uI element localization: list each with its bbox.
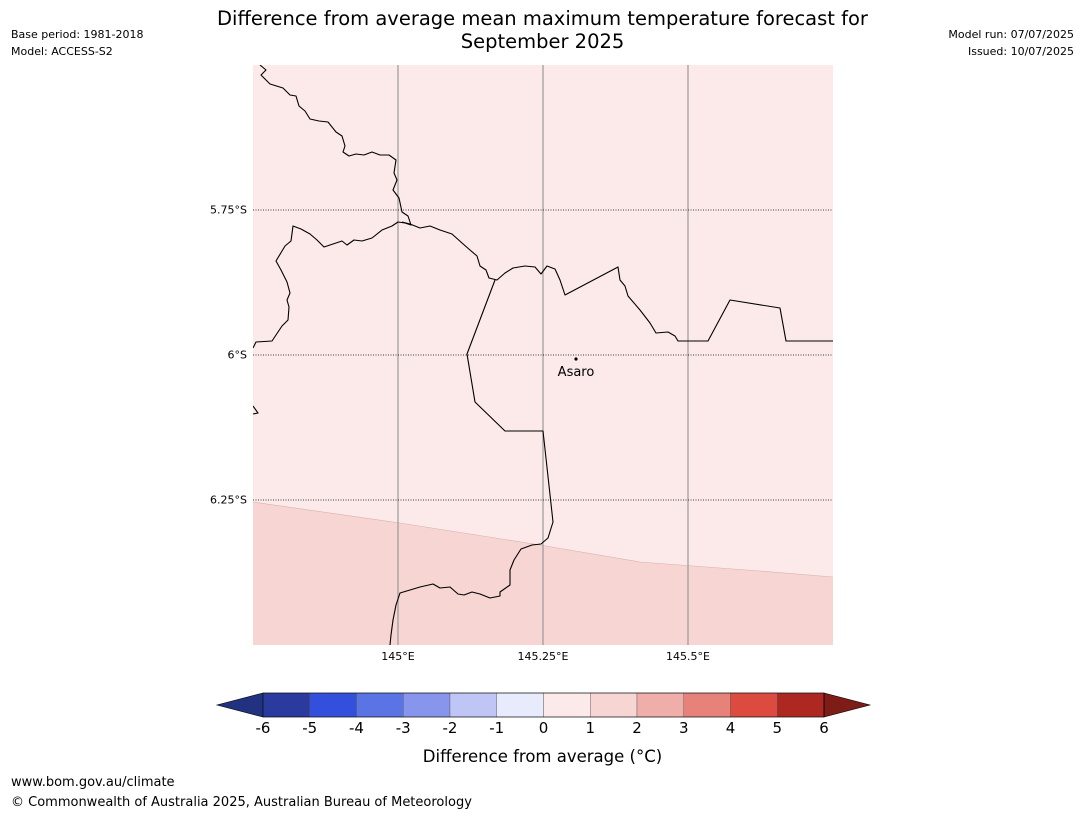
- footer-copyright: © Commonwealth of Australia 2025, Austra…: [11, 795, 472, 810]
- colorbar-tick-label: -5: [302, 719, 318, 737]
- border-edge-west: [253, 405, 259, 415]
- colorbar-segment: [730, 692, 778, 718]
- lon-label-145-5e: 145.5°E: [666, 650, 710, 663]
- colorbar-segment: [543, 692, 591, 718]
- contour-line: [253, 501, 833, 578]
- colorbar-segment: [777, 692, 825, 718]
- city-label-asaro: Asaro: [557, 365, 595, 380]
- province-borders: [253, 65, 833, 645]
- chart-title-line-1: Difference from average mean maximum tem…: [217, 7, 868, 30]
- colorbar-segment: [356, 692, 404, 718]
- border-ridge: [401, 221, 833, 342]
- colorbar-tick-label: 4: [725, 719, 736, 737]
- meta-right: Model run: 07/07/2025 Issued: 10/07/2025: [948, 26, 1074, 60]
- base-period-text: Base period: 1981-2018: [11, 28, 144, 41]
- colorbar-segment: [683, 692, 731, 718]
- meta-left: Base period: 1981-2018 Model: ACCESS-S2: [11, 26, 143, 60]
- colorbar-segment: [449, 692, 497, 718]
- colorbar-tick-label: 3: [678, 719, 689, 737]
- city-marker-asaro: [574, 357, 578, 361]
- colorbar-segment: [590, 692, 638, 718]
- colorbar-segment: [496, 692, 544, 718]
- lat-label-5-75s: 5.75°S: [210, 203, 247, 217]
- colorbar-segment: [403, 692, 451, 718]
- colorbar-tick-label: -4: [349, 719, 364, 737]
- colorbar-tick-label: 2: [632, 719, 642, 737]
- colorbar-extend-low: [215, 692, 264, 718]
- colorbar-tick-label: 0: [538, 719, 549, 737]
- colorbar-tick-label: 6: [819, 719, 829, 737]
- lon-label-145e: 145°E: [381, 650, 415, 663]
- lon-label-145-25e: 145.25°E: [517, 650, 569, 663]
- colorbar-tick-label: -6: [255, 719, 271, 737]
- colorbar-tick-label: 1: [585, 719, 596, 737]
- colorbar-label: Difference from average (°C): [422, 747, 663, 766]
- lat-label-6s: 6°S: [227, 348, 247, 362]
- colorbar-segment: [309, 692, 357, 718]
- lat-label-6-25s: 6.25°S: [210, 493, 247, 507]
- colorbar-segment: [636, 692, 684, 718]
- colorbar-tick-label: 5: [772, 719, 783, 737]
- colorbar-segment: [262, 692, 310, 718]
- colorbar-tick-label: -2: [442, 719, 458, 737]
- border-central: [389, 279, 554, 645]
- issued-text: Issued: 10/07/2025: [967, 45, 1074, 58]
- footer-url: www.bom.gov.au/climate: [11, 775, 175, 790]
- colorbar-tick-label: -3: [395, 719, 411, 737]
- colorbar-tick-label: -1: [489, 719, 505, 737]
- chart-title: Difference from average mean maximum tem…: [0, 7, 1085, 53]
- model-run-text: Model run: 07/07/2025: [948, 28, 1074, 41]
- colorbar-extend-high: [823, 692, 872, 718]
- model-text: Model: ACCESS-S2: [11, 45, 113, 58]
- colorbar: [215, 692, 872, 718]
- chart-title-line-2: September 2025: [460, 30, 625, 53]
- colorbar-outline: [262, 692, 825, 718]
